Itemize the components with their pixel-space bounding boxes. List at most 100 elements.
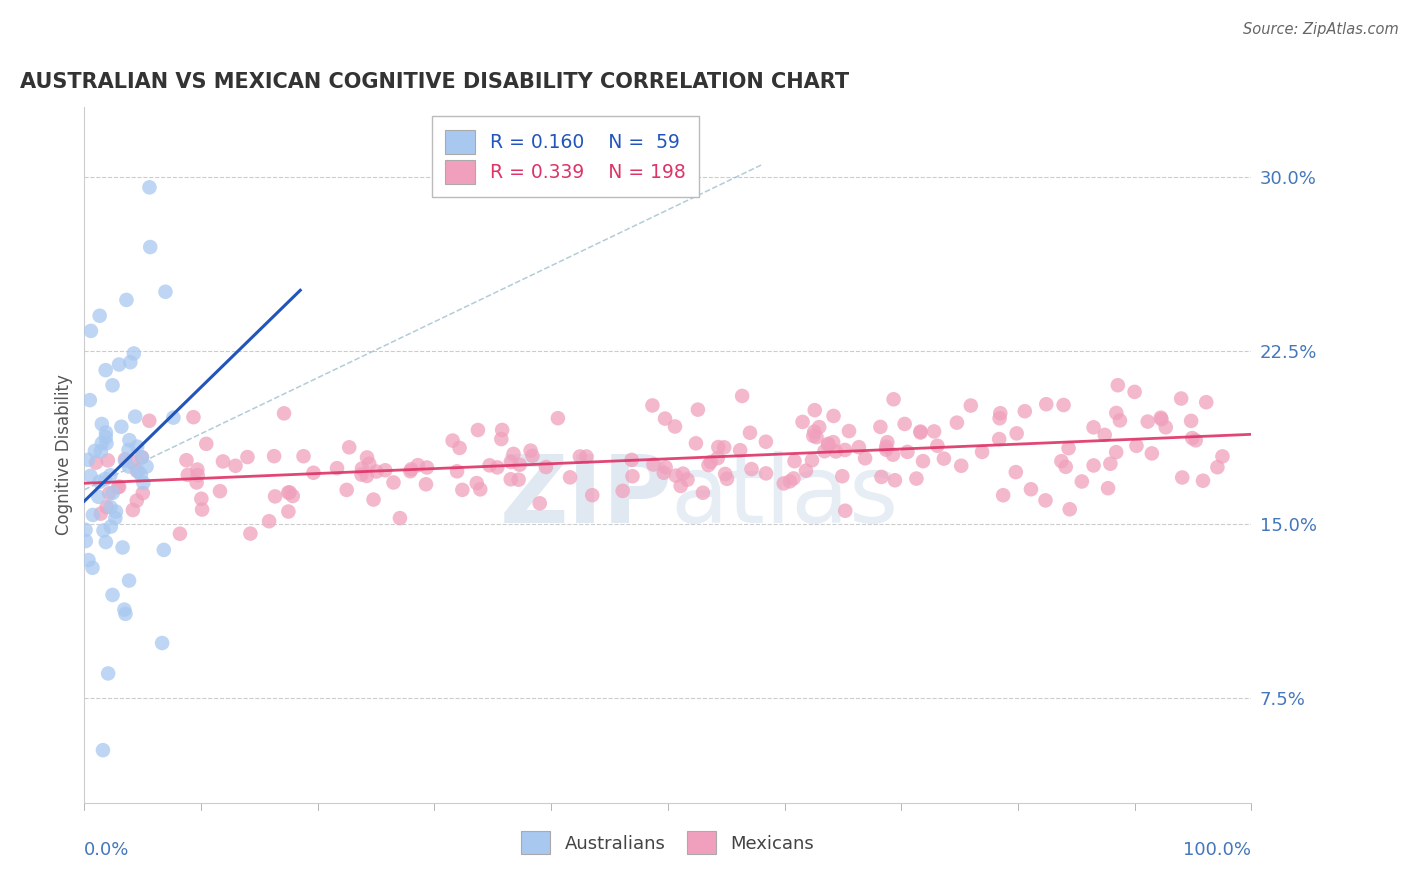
Point	[416, 460, 439, 475]
Point	[959, 399, 981, 413]
Point	[1083, 458, 1105, 473]
Point	[728, 443, 751, 458]
Point	[122, 503, 145, 517]
Point	[700, 455, 723, 469]
Point	[132, 475, 155, 490]
Point	[107, 480, 129, 494]
Point	[278, 485, 301, 500]
Point	[707, 440, 730, 454]
Point	[225, 458, 247, 473]
Point	[558, 470, 581, 484]
Point	[104, 511, 127, 525]
Point	[946, 416, 969, 430]
Point	[101, 588, 124, 602]
Point	[1054, 459, 1077, 474]
Point	[112, 602, 135, 616]
Point	[97, 666, 120, 681]
Point	[302, 466, 325, 480]
Point	[1140, 446, 1163, 460]
Point	[1136, 415, 1159, 429]
Point	[665, 468, 688, 483]
Point	[782, 471, 804, 485]
Point	[277, 504, 299, 518]
Point	[738, 425, 761, 440]
Point	[356, 469, 378, 483]
Point	[834, 442, 856, 457]
Point	[451, 483, 474, 497]
Point	[1150, 410, 1173, 425]
Point	[779, 475, 801, 489]
Point	[714, 467, 737, 481]
Point	[686, 402, 709, 417]
Point	[97, 453, 120, 467]
Point	[465, 476, 488, 491]
Point	[87, 490, 110, 504]
Point	[176, 453, 198, 467]
Point	[641, 399, 664, 413]
Point	[356, 450, 378, 465]
Point	[94, 430, 117, 444]
Point	[114, 454, 136, 468]
Point	[911, 454, 934, 468]
Point	[155, 285, 177, 299]
Point	[1052, 398, 1074, 412]
Point	[399, 464, 422, 478]
Point	[89, 475, 111, 489]
Point	[838, 424, 860, 438]
Point	[848, 440, 870, 454]
Point	[1097, 481, 1119, 495]
Point	[950, 458, 973, 473]
Point	[1099, 457, 1122, 471]
Point	[741, 462, 763, 476]
Point	[100, 500, 122, 515]
Text: 0.0%: 0.0%	[84, 841, 129, 859]
Point	[125, 493, 148, 508]
Legend: Australians, Mexicans: Australians, Mexicans	[512, 822, 824, 863]
Point	[697, 458, 720, 472]
Point	[153, 542, 176, 557]
Point	[132, 486, 155, 500]
Point	[731, 389, 754, 403]
Point	[239, 526, 262, 541]
Point	[823, 409, 845, 423]
Point	[508, 473, 530, 487]
Point	[1184, 434, 1206, 448]
Point	[1004, 465, 1026, 479]
Point	[359, 457, 381, 471]
Point	[94, 535, 117, 549]
Point	[575, 450, 598, 464]
Point	[90, 444, 112, 458]
Point	[988, 432, 1011, 446]
Point	[77, 553, 100, 567]
Point	[138, 180, 160, 194]
Point	[620, 453, 643, 467]
Point	[1195, 395, 1218, 409]
Point	[1211, 450, 1233, 464]
Point	[1105, 406, 1128, 420]
Point	[212, 454, 235, 468]
Point	[568, 450, 591, 464]
Point	[1154, 420, 1177, 434]
Point	[111, 541, 134, 555]
Point	[801, 429, 824, 443]
Point	[131, 450, 153, 465]
Point	[98, 468, 121, 483]
Point	[988, 411, 1011, 425]
Point	[101, 378, 124, 392]
Point	[264, 489, 287, 503]
Point	[509, 458, 531, 472]
Point	[1059, 502, 1081, 516]
Point	[273, 406, 295, 420]
Point	[621, 469, 644, 483]
Point	[893, 417, 915, 431]
Point	[1150, 412, 1173, 426]
Point	[236, 450, 259, 464]
Text: 100.0%: 100.0%	[1184, 841, 1251, 859]
Text: atlas: atlas	[671, 450, 898, 542]
Point	[195, 437, 218, 451]
Point	[1094, 428, 1116, 442]
Point	[100, 519, 122, 533]
Point	[129, 467, 152, 482]
Point	[82, 561, 104, 575]
Point	[388, 511, 411, 525]
